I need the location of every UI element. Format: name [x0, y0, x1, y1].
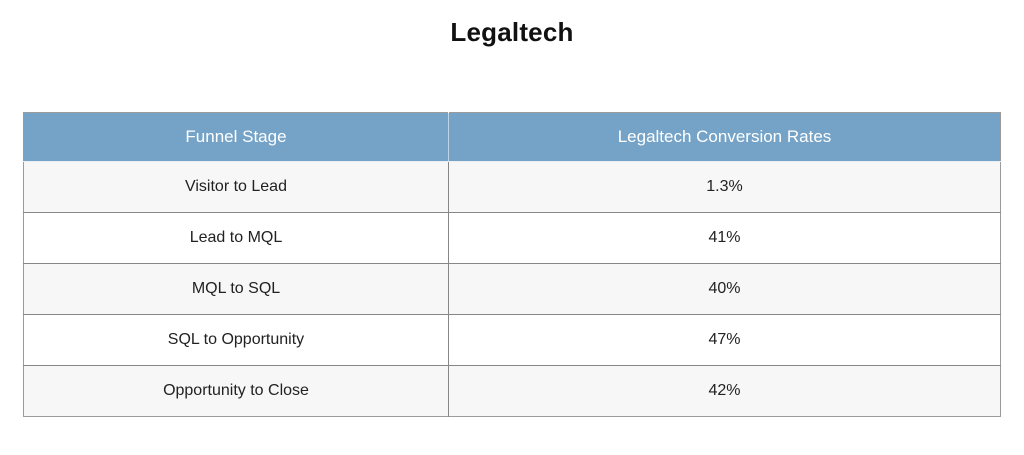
cell-stage: Visitor to Lead	[23, 161, 449, 213]
table-row: MQL to SQL 40%	[23, 263, 1001, 315]
cell-rate: 41%	[448, 212, 1001, 264]
table-row: Visitor to Lead 1.3%	[23, 161, 1001, 213]
cell-stage: SQL to Opportunity	[23, 314, 449, 366]
cell-rate: 1.3%	[448, 161, 1001, 213]
column-header-funnel-stage: Funnel Stage	[23, 112, 449, 162]
cell-rate: 42%	[448, 365, 1001, 417]
cell-rate: 40%	[448, 263, 1001, 315]
conversion-rates-table: Funnel Stage Legaltech Conversion Rates …	[23, 112, 1001, 417]
cell-stage: Opportunity to Close	[23, 365, 449, 417]
table-row: SQL to Opportunity 47%	[23, 314, 1001, 366]
cell-rate: 47%	[448, 314, 1001, 366]
column-header-conversion-rates: Legaltech Conversion Rates	[448, 112, 1001, 162]
cell-stage: Lead to MQL	[23, 212, 449, 264]
table-header-row: Funnel Stage Legaltech Conversion Rates	[23, 112, 1001, 162]
page-title: Legaltech	[450, 17, 574, 47]
table-row: Opportunity to Close 42%	[23, 365, 1001, 417]
cell-stage: MQL to SQL	[23, 263, 449, 315]
table-row: Lead to MQL 41%	[23, 212, 1001, 264]
